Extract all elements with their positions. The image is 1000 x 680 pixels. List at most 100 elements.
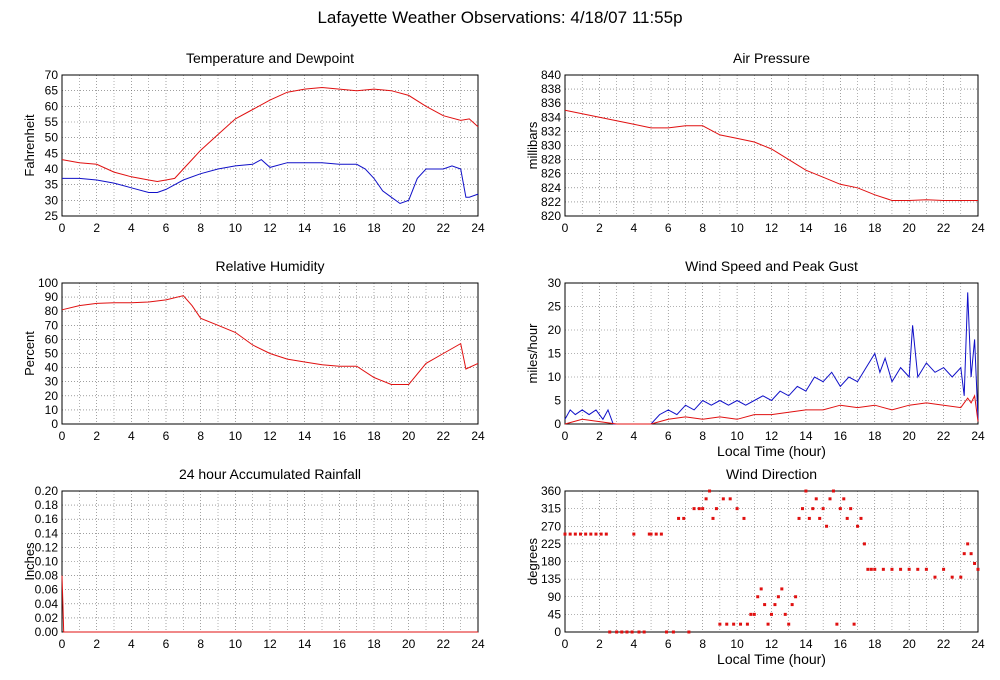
direction-data-point [692,507,696,511]
direction-data-point [899,567,903,571]
direction-data-point [852,622,856,626]
direction-xtick-label: 10 [730,637,744,651]
wind-xtick-label: 10 [730,429,744,443]
humidity-xtick-label: 14 [298,429,312,443]
temp-ytick-label: 40 [45,162,59,176]
pressure-ytick-label: 828 [541,153,561,167]
pressure-xtick-label: 12 [765,221,779,235]
humidity-xtick-label: 16 [333,429,347,443]
rain-xtick-label: 2 [93,637,100,651]
direction-data-point [966,542,970,546]
pressure-xtick-label: 6 [665,221,672,235]
wind-plot-frame [564,282,979,425]
direction-ytick-label: 135 [541,572,561,586]
pressure-series-red-line [564,109,978,201]
wind-xlabel: Local Time (hour) [717,443,826,459]
direction-data-point [783,612,787,616]
direction-data-point [838,507,842,511]
direction-data-point [866,567,870,571]
wind-xtick-label: 8 [699,429,706,443]
humidity-ytick-label: 10 [45,403,59,417]
rain-xtick-label: 22 [437,637,451,651]
temp-xtick-label: 18 [367,221,381,235]
temp-ytick-label: 70 [45,68,59,82]
pressure-xtick-label: 18 [868,221,882,235]
direction-data-point [959,575,963,579]
direction-data-point [800,507,804,511]
direction-data-point [665,630,669,634]
direction-data-point [708,489,712,493]
humidity-xtick-label: 2 [93,429,100,443]
rain-series-red-line [61,575,478,633]
direction-data-point [890,567,894,571]
wind-xtick-label: 4 [630,429,637,443]
direction-data-point [907,567,911,571]
temp-xtick-label: 8 [197,221,204,235]
direction-data-point [637,630,641,634]
humidity-ytick-label: 60 [45,332,59,346]
direction-data-point [718,622,722,626]
rain-ytick-label: 0.00 [35,625,59,639]
humidity-xtick-label: 6 [163,429,170,443]
direction-data-point [578,532,582,536]
humidity-xtick-label: 18 [367,429,381,443]
rain-xtick-label: 18 [367,637,381,651]
temp-xtick-label: 12 [263,221,277,235]
temp-title: Temperature and Dewpoint [186,50,354,66]
humidity-plot-frame [61,282,479,425]
humidity-ytick-label: 80 [45,304,59,318]
humidity-title: Relative Humidity [216,258,325,274]
direction-data-point [776,595,780,599]
rain-xtick-label: 6 [163,637,170,651]
direction-data-point [697,507,701,511]
pressure-ytick-label: 840 [541,68,561,82]
temp-series-red-line [61,86,479,183]
humidity-xtick-label: 20 [402,429,416,443]
temp-ytick-label: 25 [45,209,59,223]
temp-xtick-label: 0 [59,221,66,235]
direction-data-point [714,507,718,511]
pressure-xtick-label: 20 [902,221,916,235]
pressure-xtick-label: 16 [834,221,848,235]
direction-data-point [642,630,646,634]
direction-data-point [835,622,839,626]
rain-ytick-label: 0.16 [35,512,59,526]
direction-data-point [620,630,624,634]
direction-data-point [814,497,818,501]
pressure-ytick-label: 820 [541,209,561,223]
temp-ytick-label: 45 [45,146,59,160]
direction-data-point [821,507,825,511]
humidity-ytick-label: 50 [45,347,59,361]
direction-xtick-label: 2 [596,637,603,651]
direction-data-point [647,532,651,536]
wind-xtick-label: 22 [937,429,951,443]
rain-ytick-label: 0.14 [35,526,59,540]
direction-data-point [790,603,794,607]
direction-ytick-label: 180 [541,555,561,569]
direction-data-point [933,575,937,579]
direction-data-point [749,612,753,616]
direction-data-point [721,497,725,501]
humidity-xtick-label: 8 [197,429,204,443]
direction-xtick-label: 24 [971,637,985,651]
direction-data-point [625,630,629,634]
direction-data-point [632,532,636,536]
pressure-xtick-label: 2 [596,221,603,235]
direction-data-point [711,516,715,520]
direction-xtick-label: 12 [765,637,779,651]
pressure-ytick-label: 824 [541,181,561,195]
pressure-ylabel: millibars [525,121,540,169]
pressure-xtick-label: 22 [937,221,951,235]
humidity-ytick-label: 20 [45,389,59,403]
direction-data-point [599,532,603,536]
direction-data-point [831,489,835,493]
pressure-ytick-label: 832 [541,124,561,138]
direction-data-point [942,567,946,571]
pressure-title: Air Pressure [733,50,810,66]
direction-ytick-label: 45 [548,607,562,621]
pressure-xtick-label: 0 [562,221,569,235]
humidity-ytick-label: 30 [45,375,59,389]
rain-ytick-label: 0.08 [35,569,59,583]
